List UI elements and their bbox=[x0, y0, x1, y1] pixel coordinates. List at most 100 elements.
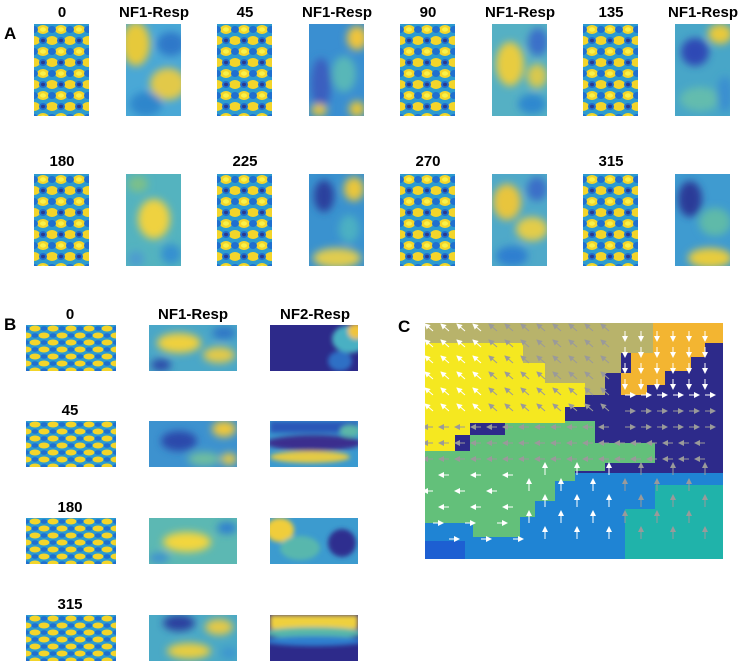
b-nf2-45 bbox=[270, 421, 358, 467]
c-arrow bbox=[440, 371, 450, 380]
c-arrow bbox=[536, 403, 546, 412]
c-arrow bbox=[584, 403, 594, 412]
c-arrow bbox=[520, 371, 530, 380]
a-row2-label-0: 180 bbox=[49, 153, 75, 170]
c-arrow bbox=[536, 355, 546, 364]
c-arrow bbox=[440, 355, 450, 364]
c-arrow bbox=[552, 323, 562, 332]
a-grating-0 bbox=[34, 24, 89, 116]
c-field-map bbox=[425, 323, 723, 559]
c-arrow bbox=[584, 371, 594, 380]
c-arrow bbox=[472, 387, 482, 396]
c-arrow bbox=[568, 339, 578, 348]
c-arrow bbox=[520, 355, 530, 364]
c-arrow bbox=[552, 339, 562, 348]
c-arrow bbox=[456, 387, 466, 396]
a-row1-label-7: NF1-Resp bbox=[667, 4, 739, 21]
c-arrow bbox=[568, 323, 578, 332]
a-row1-label-5: NF1-Resp bbox=[484, 4, 556, 21]
c-arrow bbox=[600, 323, 610, 332]
c-arrow bbox=[456, 371, 466, 380]
b-col-label-1: NF1-Resp bbox=[157, 306, 229, 323]
c-arrow bbox=[536, 371, 546, 380]
c-arrow bbox=[520, 339, 530, 348]
b-nf1-315 bbox=[149, 615, 237, 661]
a-grating-180 bbox=[34, 174, 89, 266]
c-arrow bbox=[488, 371, 498, 380]
a-resp-225 bbox=[309, 174, 364, 266]
a-resp-90 bbox=[492, 24, 547, 116]
a-grating-270 bbox=[400, 174, 455, 266]
b-col-label-0: 0 bbox=[65, 306, 75, 323]
a-row2-label-6: 315 bbox=[598, 153, 624, 170]
c-arrow bbox=[504, 323, 514, 332]
c-arrow bbox=[584, 323, 594, 332]
c-arrow bbox=[440, 339, 450, 348]
c-arrow bbox=[425, 355, 434, 364]
c-arrow bbox=[552, 371, 562, 380]
b-nf2-0 bbox=[270, 325, 358, 371]
c-arrow bbox=[600, 371, 610, 380]
panel-letter-b: B bbox=[4, 315, 17, 334]
c-arrow bbox=[600, 339, 610, 348]
b-nf2-315 bbox=[270, 615, 358, 661]
c-arrow bbox=[456, 403, 466, 412]
c-arrow bbox=[568, 403, 578, 412]
a-row1-label-2: 45 bbox=[236, 4, 254, 21]
panel-letter-c: C bbox=[398, 317, 411, 336]
c-arrow bbox=[584, 355, 594, 364]
a-grating-90 bbox=[400, 24, 455, 116]
c-arrow bbox=[504, 355, 514, 364]
c-arrow bbox=[488, 403, 498, 412]
c-arrow bbox=[504, 403, 514, 412]
a-grating-225 bbox=[217, 174, 272, 266]
c-arrow bbox=[440, 403, 450, 412]
c-arrow bbox=[568, 387, 578, 396]
a-row1-label-6: 135 bbox=[598, 4, 624, 21]
c-arrow bbox=[568, 355, 578, 364]
a-grating-315 bbox=[583, 174, 638, 266]
a-resp-315 bbox=[675, 174, 730, 266]
c-arrow bbox=[504, 371, 514, 380]
a-row2-label-2: 225 bbox=[232, 153, 258, 170]
b-row-label-1: 45 bbox=[61, 402, 79, 419]
c-arrow bbox=[520, 403, 530, 412]
a-grating-135 bbox=[583, 24, 638, 116]
c-arrow bbox=[552, 403, 562, 412]
c-arrow bbox=[488, 387, 498, 396]
c-arrow bbox=[456, 339, 466, 348]
c-arrow bbox=[552, 387, 562, 396]
a-resp-270 bbox=[492, 174, 547, 266]
c-arrow bbox=[600, 387, 610, 396]
b-row-label-2: 180 bbox=[57, 499, 83, 516]
c-arrow bbox=[472, 339, 482, 348]
a-row1-label-0: 0 bbox=[57, 4, 67, 21]
c-arrow bbox=[504, 339, 514, 348]
c-arrow bbox=[456, 323, 466, 332]
b-col-label-2: NF2-Resp bbox=[279, 306, 351, 323]
c-arrow bbox=[440, 323, 450, 332]
a-resp-45 bbox=[309, 24, 364, 116]
c-arrow bbox=[520, 387, 530, 396]
a-row1-label-1: NF1-Resp bbox=[118, 4, 190, 21]
a-grating-45 bbox=[217, 24, 272, 116]
a-row1-label-4: 90 bbox=[419, 4, 437, 21]
a-resp-180 bbox=[126, 174, 181, 266]
b-row-label-3: 315 bbox=[57, 596, 83, 613]
b-grating-315 bbox=[26, 615, 116, 661]
c-arrow bbox=[488, 355, 498, 364]
c-arrow bbox=[472, 323, 482, 332]
c-arrow bbox=[456, 355, 466, 364]
b-nf2-180 bbox=[270, 518, 358, 564]
c-arrow bbox=[552, 355, 562, 364]
b-grating-45 bbox=[26, 421, 116, 467]
b-nf1-180 bbox=[149, 518, 237, 564]
c-arrow bbox=[472, 371, 482, 380]
a-resp-0 bbox=[126, 24, 181, 116]
c-arrow bbox=[425, 371, 434, 380]
a-resp-135 bbox=[675, 24, 730, 116]
c-arrow bbox=[600, 403, 610, 412]
c-arrow-field bbox=[425, 323, 716, 542]
c-arrow bbox=[536, 387, 546, 396]
c-arrow bbox=[425, 323, 434, 332]
